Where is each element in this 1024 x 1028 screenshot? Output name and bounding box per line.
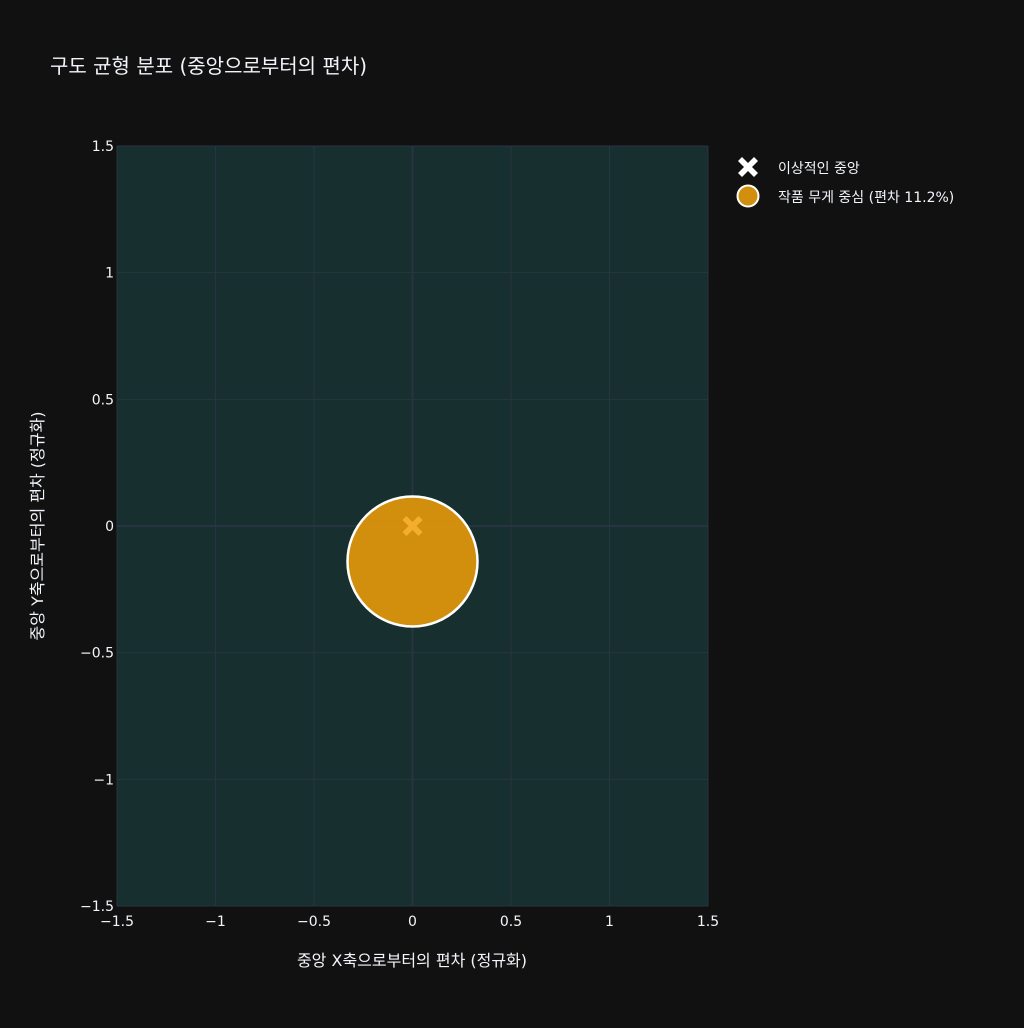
- legend[interactable]: 이상적인 중앙 작품 무게 중심 (편차 11.2%): [736, 157, 955, 208]
- y-tick-label: 0: [105, 519, 114, 535]
- x-tick-label: −1.5: [100, 914, 134, 930]
- x-axis-ticks: −1.5 −1 −0.5 0 0.5 1 1.5: [100, 914, 719, 930]
- x-tick-label: 1.5: [697, 914, 719, 930]
- legend-x-icon: [738, 157, 758, 177]
- legend-circle-icon: [736, 184, 760, 208]
- y-tick-label: −1: [93, 772, 114, 788]
- legend-label: 작품 무게 중심 (편차 11.2%): [778, 190, 954, 206]
- x-tick-label: 0.5: [500, 914, 522, 930]
- center-of-mass-marker: [346, 495, 479, 628]
- legend-label: 이상적인 중앙: [778, 161, 860, 177]
- y-tick-label: −0.5: [80, 646, 114, 662]
- chart-title: 구도 균형 분포 (중앙으로부터의 편차): [50, 54, 367, 78]
- y-tick-label: 1: [105, 266, 114, 282]
- x-tick-label: −0.5: [297, 914, 331, 930]
- y-axis-ticks: −1.5 −1 −0.5 0 0.5 1 1.5: [80, 139, 114, 915]
- y-axis-label: 중앙 Y축으로부터의 편차 (정규화): [28, 412, 47, 641]
- x-tick-label: 0: [408, 914, 417, 930]
- legend-item-center-of-mass[interactable]: 작품 무게 중심 (편차 11.2%): [736, 184, 955, 208]
- y-tick-label: 0.5: [92, 392, 114, 408]
- x-tick-label: 1: [605, 914, 614, 930]
- legend-item-ideal-center[interactable]: 이상적인 중앙: [738, 157, 860, 177]
- y-tick-label: 1.5: [92, 139, 114, 155]
- y-tick-label: −1.5: [80, 899, 114, 915]
- x-axis-label: 중앙 X축으로부터의 편차 (정규화): [297, 951, 527, 970]
- x-tick-label: −1: [205, 914, 226, 930]
- grid: [116, 145, 709, 907]
- data-marks: [346, 495, 479, 628]
